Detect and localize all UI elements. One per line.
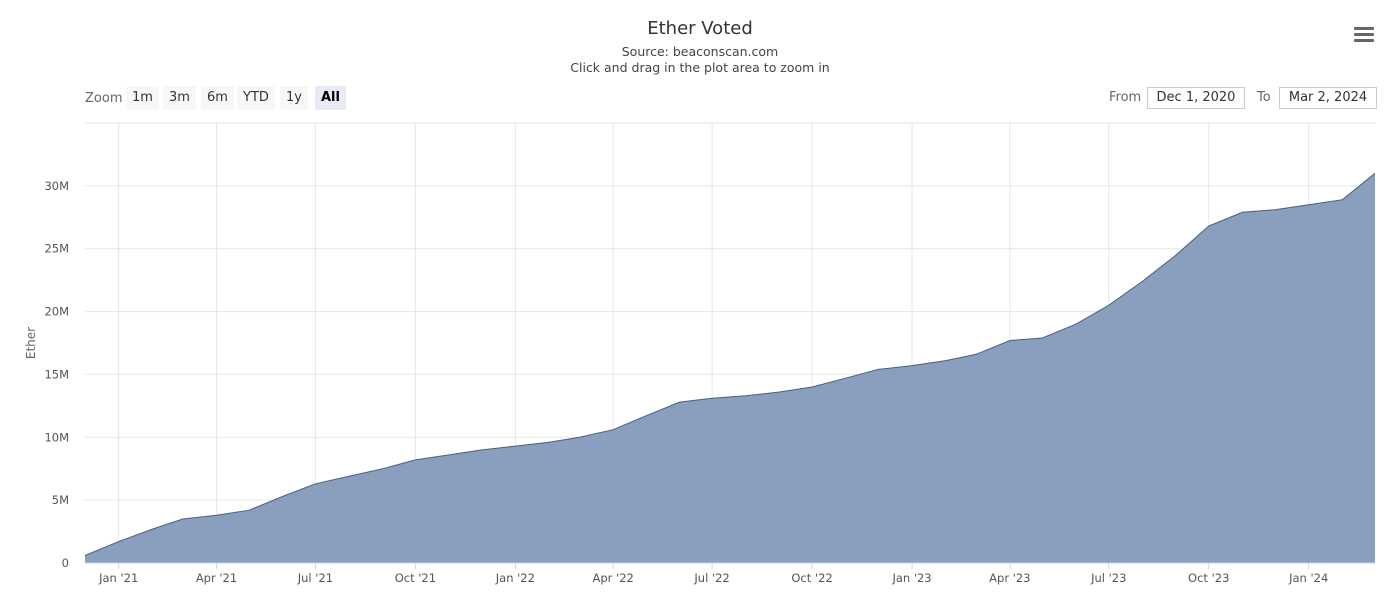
y-tick-label: 30M [44, 179, 69, 193]
x-tick-label: Apr '23 [989, 571, 1030, 585]
chart-subtitle-source: Source: beaconscan.com [621, 44, 779, 59]
chart-subtitle-hint: Click and drag in the plot area to zoom … [570, 60, 830, 75]
x-tick-label: Oct '21 [395, 571, 436, 585]
to-label: To [1257, 90, 1271, 105]
zoom-button-all[interactable]: All [315, 86, 346, 110]
y-tick-label: 20M [44, 305, 69, 319]
zoom-button-3m[interactable]: 3m [163, 86, 196, 110]
x-tick-label: Jan '23 [891, 571, 931, 585]
x-tick-label: Oct '23 [1188, 571, 1229, 585]
zoom-button-ytd[interactable]: YTD [237, 86, 275, 110]
y-axis-label: Ether [24, 327, 38, 359]
x-tick-label: Oct '22 [791, 571, 832, 585]
x-tick-label: Jan '24 [1288, 571, 1328, 585]
zoom-button-1y[interactable]: 1y [280, 86, 308, 110]
from-label: From [1109, 90, 1142, 105]
x-axis-ticks: Jan '21 Apr '21 Jul '21 Oct '21 Jan '22 Apr '… [98, 563, 1328, 585]
chart-title: Ether Voted [647, 18, 753, 39]
x-tick-label: Jul '21 [297, 571, 333, 585]
y-tick-label: 5M [52, 493, 69, 507]
from-date-input[interactable] [1147, 87, 1245, 109]
x-tick-label: Apr '22 [592, 571, 633, 585]
x-tick-label: Jul '23 [1090, 571, 1126, 585]
x-tick-label: Jan '22 [495, 571, 535, 585]
to-date-input[interactable] [1279, 87, 1377, 109]
x-tick-label: Apr '21 [196, 571, 237, 585]
y-tick-label: 15M [44, 367, 69, 381]
zoom-button-6m[interactable]: 6m [201, 86, 234, 110]
zoom-label: Zoom [85, 91, 123, 106]
series-area [85, 173, 1375, 564]
x-tick-label: Jul '22 [693, 571, 729, 585]
y-tick-label: 0 [62, 556, 69, 570]
x-tick-label: Jan '21 [98, 571, 138, 585]
y-axis-ticks: 0 5M 10M 15M 20M 25M 30M [44, 179, 69, 570]
y-tick-label: 25M [44, 242, 69, 256]
zoom-button-1m[interactable]: 1m [126, 86, 159, 110]
y-tick-label: 10M [44, 430, 69, 444]
hamburger-menu-icon[interactable] [1352, 24, 1376, 46]
series-line [84, 172, 1376, 556]
